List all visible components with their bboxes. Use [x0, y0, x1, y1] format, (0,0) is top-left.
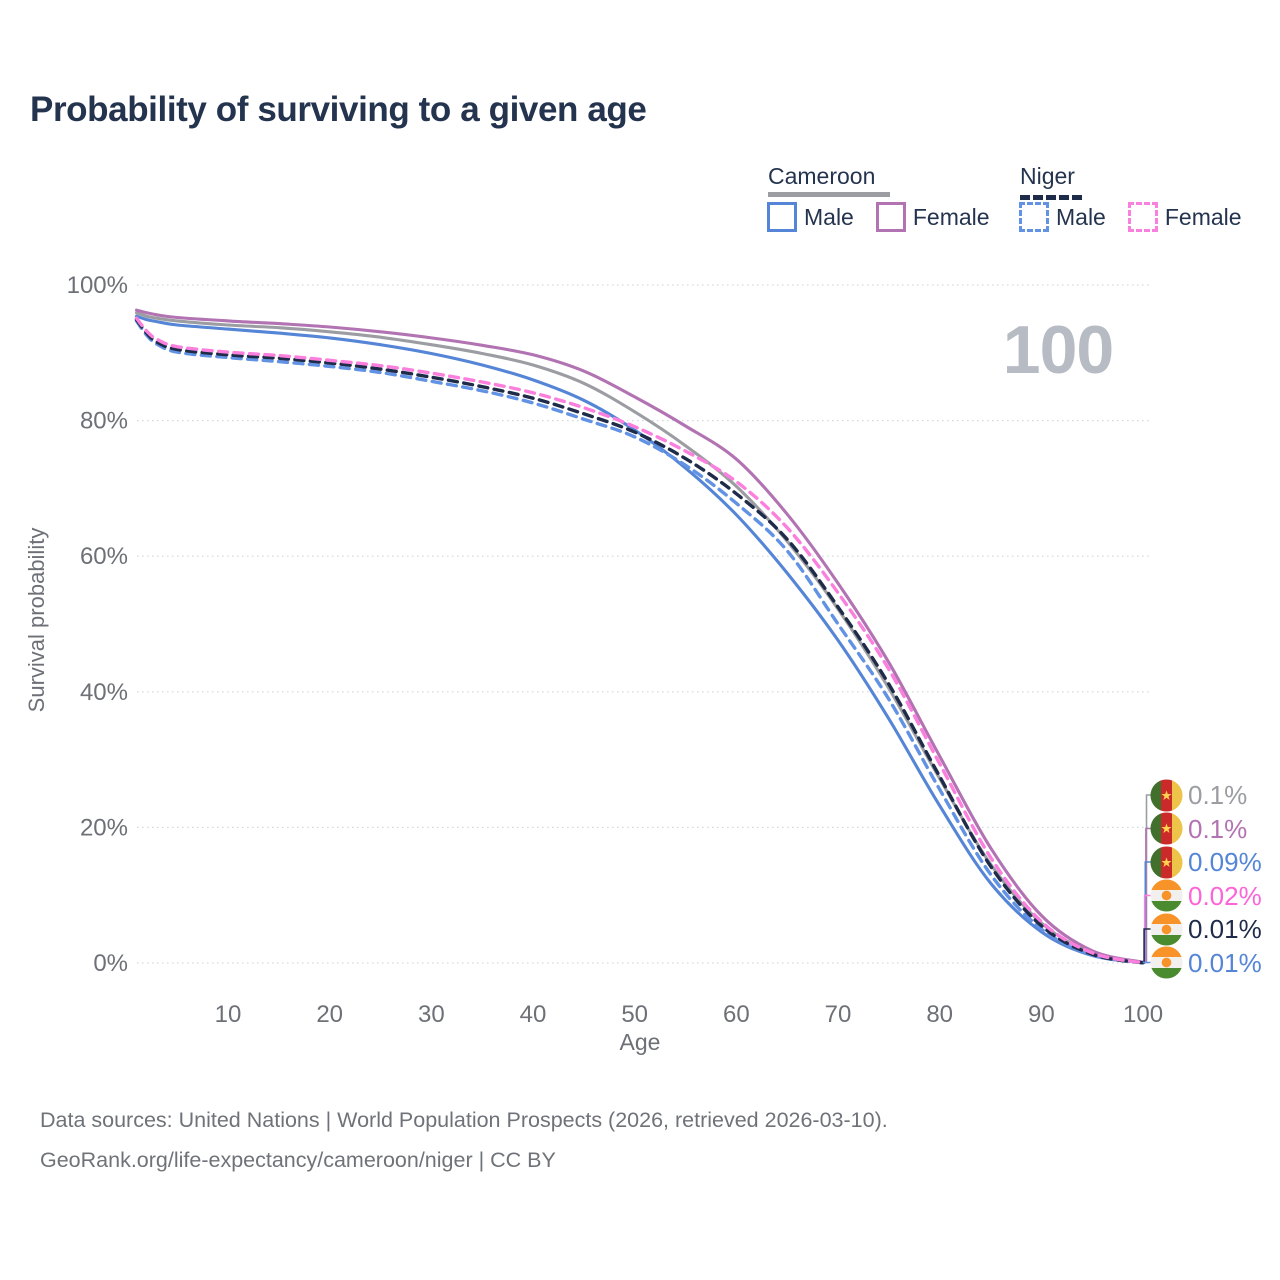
end-label-value: 0.09%: [1188, 847, 1262, 877]
x-axis-tick-label: 40: [520, 1001, 547, 1028]
y-axis-tick-label: 20%: [80, 814, 128, 841]
end-label-value: 0.02%: [1188, 880, 1262, 911]
legend-item-cameroon-male[interactable]: Male: [767, 202, 854, 232]
y-axis-tick-label: 0%: [93, 950, 128, 977]
legend-group-cameroon: Cameroon Male Female: [767, 163, 990, 232]
niger-flag-icon: [1150, 946, 1183, 979]
niger-line-style-sample: [1020, 195, 1082, 200]
end-label-row: 0.02%: [1150, 879, 1262, 913]
cameroon-flag-icon: [1150, 845, 1183, 879]
niger-female-swatch-icon: [1127, 202, 1158, 232]
legend-item-niger-female[interactable]: Female: [1127, 202, 1242, 232]
age-watermark: 100: [1003, 312, 1113, 388]
legend-cameroon-label: Cameroon: [768, 163, 876, 189]
legend-item-niger-male[interactable]: Male: [1019, 202, 1106, 232]
cameroon-flag-icon: [1150, 778, 1183, 812]
end-label-row: 0.01%: [1150, 912, 1262, 946]
x-axis-tick-label: 70: [825, 1001, 852, 1028]
y-axis-tick-label: 60%: [80, 543, 128, 570]
end-label-row: 0.01%: [1150, 946, 1262, 980]
legend-item-cameroon-female[interactable]: Female: [875, 202, 990, 232]
series-line-niger-both-sexes[interactable]: [134, 317, 1145, 965]
x-axis-tick-label: 20: [316, 1001, 343, 1028]
x-axis-tick-label: 100: [1123, 1001, 1163, 1028]
footer-data-sources: Data sources: United Nations | World Pop…: [40, 1108, 888, 1132]
niger-flag-icon: [1150, 879, 1183, 912]
end-label-row: 0.09%: [1150, 845, 1262, 879]
y-axis-tick-label: 100%: [67, 272, 128, 299]
x-axis-tick-label: 60: [723, 1001, 750, 1028]
legend-group-niger: Niger Male Female: [1019, 163, 1242, 232]
y-axis-tick-label: 80%: [80, 408, 128, 435]
footer: Data sources: United Nations | World Pop…: [40, 1100, 888, 1180]
x-axis-tick-label: 10: [215, 1001, 242, 1028]
x-axis-tick-label: 90: [1028, 1001, 1055, 1028]
series-line-cameroon-both-sexes[interactable]: [134, 311, 1145, 964]
legend-item-label: Female: [1164, 203, 1242, 230]
x-axis-tick-label: 50: [621, 1001, 648, 1028]
end-label-value: 0.1%: [1188, 780, 1248, 810]
x-axis-tick-label: 80: [926, 1001, 953, 1028]
y-axis-title: Survival probability: [24, 528, 49, 713]
series-line-cameroon-female[interactable]: [134, 308, 1145, 964]
page-title: Probability of surviving to a given age: [30, 90, 647, 129]
series-line-niger-male[interactable]: [134, 319, 1145, 965]
series-line-niger-female[interactable]: [134, 316, 1145, 965]
end-label-row: 0.1%: [1150, 778, 1247, 812]
end-label-value: 0.1%: [1188, 813, 1248, 844]
legend-niger-label: Niger: [1020, 163, 1075, 189]
cameroon-line-style-sample: [768, 192, 890, 197]
niger-flag-icon: [1150, 912, 1183, 946]
cameroon-flag-icon: [1150, 812, 1183, 845]
cameroon-female-swatch-icon: [875, 202, 906, 232]
end-label-value: 0.01%: [1188, 947, 1262, 978]
niger-male-swatch-icon: [1019, 202, 1049, 232]
x-axis-title: Age: [620, 1029, 661, 1055]
x-axis-tick-label: 30: [418, 1001, 445, 1028]
y-axis-tick-label: 40%: [80, 679, 128, 706]
legend-item-label: Female: [912, 203, 990, 230]
end-label-row: 0.1%: [1150, 812, 1247, 846]
legend-item-label: Male: [804, 203, 854, 230]
legend-item-label: Male: [1056, 203, 1106, 230]
cameroon-male-swatch-icon: [767, 202, 797, 232]
end-label-value: 0.01%: [1188, 914, 1262, 944]
footer-attribution: GeoRank.org/life-expectancy/cameroon/nig…: [40, 1148, 556, 1172]
